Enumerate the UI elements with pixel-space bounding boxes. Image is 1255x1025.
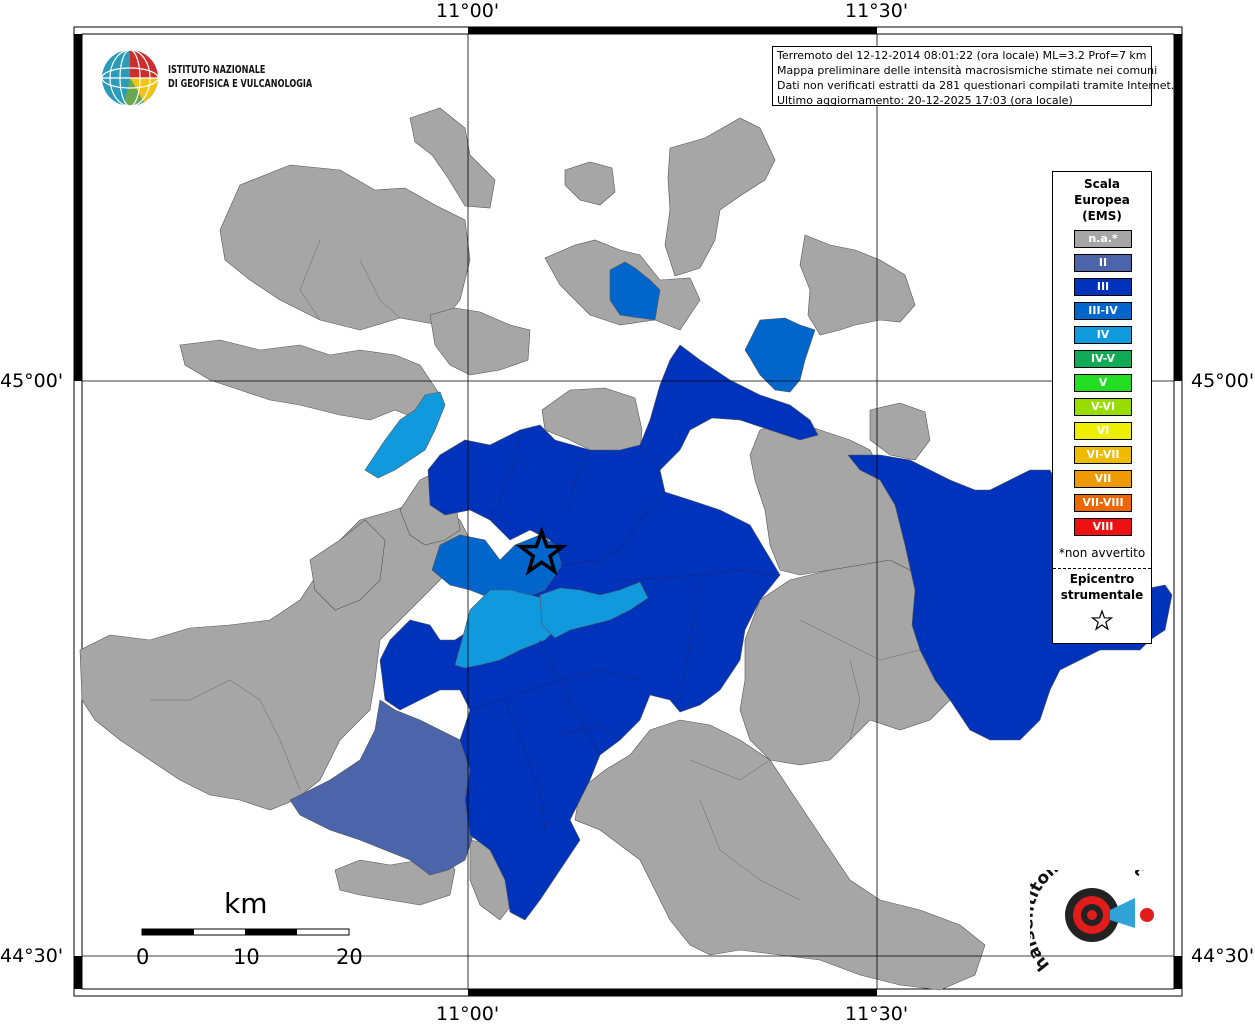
legend-item: IV — [1074, 326, 1132, 344]
event-info-line1: Terremoto del 12-12-2014 08:01:22 (ora l… — [777, 49, 1147, 62]
legend-item: III-IV — [1074, 302, 1132, 320]
lat-label-left-2: 44°30' — [0, 945, 64, 967]
legend-item: VII-VIII — [1074, 494, 1132, 512]
haisentito-logo-icon: haisentitoilterremoto.it — [1030, 870, 1154, 975]
scale-tick-20: 20 — [336, 945, 363, 969]
event-info-line3: Dati non verificati estratti da 281 ques… — [777, 79, 1175, 92]
lat-label-left-1: 45°00' — [0, 370, 64, 392]
scale-tick-10: 10 — [233, 945, 260, 969]
scale-bar — [141, 928, 350, 936]
legend-item: VIII — [1074, 518, 1132, 536]
legend-note: *non avvertito — [1058, 546, 1146, 560]
legend-title-line3: (EMS) — [1082, 209, 1122, 223]
legend-epicenter-line1: Epicentro — [1069, 572, 1135, 586]
legend-separator — [1053, 568, 1151, 569]
area-intensity-III-IV — [431, 261, 816, 601]
scale-unit: km — [224, 887, 268, 920]
legend-item: VI-VII — [1074, 446, 1132, 464]
legend-item: n.a.* — [1074, 230, 1132, 248]
gray-borders — [150, 239, 921, 901]
legend-title: Scala Europea (EMS) — [1053, 176, 1151, 224]
legend-item: VII — [1074, 470, 1132, 488]
legend-item: VI — [1074, 422, 1132, 440]
lon-label-bottom-2: 11°30' — [845, 1003, 909, 1025]
legend-star-icon — [1090, 609, 1114, 631]
lon-label-top-1: 11°00' — [436, 0, 500, 22]
institute-name-line2: DI GEOFISICA E VULCANOLOGIA — [168, 77, 313, 90]
legend-title-line1: Scala — [1083, 177, 1121, 191]
institute-name: ISTITUTO NAZIONALE DI GEOFISICA E VULCAN… — [168, 63, 312, 91]
legend-item: IV-V — [1074, 350, 1132, 368]
lon-label-bottom-1: 11°00' — [436, 1003, 500, 1025]
ingv-logo-icon — [101, 49, 159, 107]
legend-title-line2: Europea — [1074, 193, 1130, 207]
epicenter-star-icon — [515, 526, 568, 576]
municipality-borders — [469, 429, 781, 831]
legend-item: V — [1074, 374, 1132, 392]
lat-label-right-1: 45°00' — [1191, 370, 1255, 392]
institute-name-line1: ISTITUTO NAZIONALE — [168, 63, 266, 76]
legend-epicenter-line2: strumentale — [1060, 588, 1144, 602]
intensity-legend: Scala Europea (EMS) n.a.* II III III-IV IV IV… — [1052, 171, 1152, 644]
frame-bars — [74, 27, 1182, 996]
event-info-line2: Mappa preliminare delle intensità macros… — [777, 64, 1158, 77]
legend-epicenter-label: Epicentro strumentale — [1053, 571, 1151, 603]
event-info-box: Terremoto del 12-12-2014 08:01:22 (ora l… — [772, 46, 1175, 107]
lat-label-right-2: 44°30' — [1191, 945, 1255, 967]
area-not-felt — [79, 107, 986, 991]
area-intensity-III — [379, 344, 1173, 921]
graticule — [82, 34, 1174, 989]
legend-item: II — [1074, 254, 1132, 272]
lon-label-top-2: 11°30' — [845, 0, 909, 22]
scale-tick-0: 0 — [136, 945, 150, 969]
municipalities — [79, 107, 1173, 991]
legend-item: III — [1074, 278, 1132, 296]
legend-item: V-VI — [1074, 398, 1132, 416]
event-info-line4: Ultimo aggiornamento: 20-12-2025 17:03 (… — [777, 94, 1073, 107]
area-intensity-IV — [364, 391, 649, 669]
